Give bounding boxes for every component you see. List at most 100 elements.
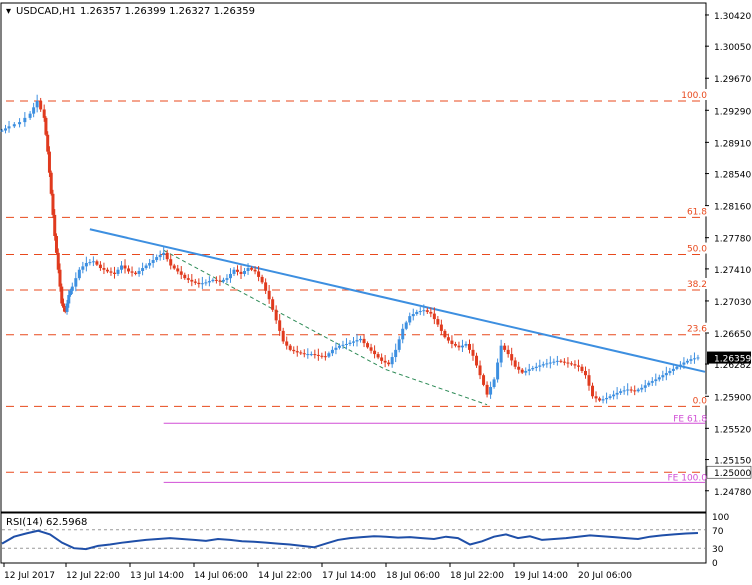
candle-body [696,357,700,359]
fib-label-bg [681,242,707,254]
candle-body [496,362,500,380]
fib-label-50.0: 50.0 [687,245,707,255]
candle-body [394,349,398,358]
candle-body [464,343,468,346]
candle-body [654,379,658,382]
candle-body [443,330,447,338]
candle-body [475,355,479,366]
candle-body [334,347,338,350]
price-tick-label: 1.24780 [714,488,751,498]
candle-body [432,313,436,320]
candle-body [327,353,331,357]
candle-body [54,235,58,253]
candle-body [573,364,577,366]
candle-body [376,354,380,358]
price-tick-label: 1.25150 [714,457,751,467]
fib-label-61.8: 61.8 [687,207,707,217]
candle-body [489,386,493,395]
candle-body [250,268,254,270]
price-tick-label: 1.25520 [714,425,751,435]
rsi-label: RSI(14) 62.5968 [6,517,87,528]
candle-body [18,122,22,125]
time-tick-label: 13 Jul 14:00 [130,571,184,581]
price-tick-label: 1.30420 [714,12,751,22]
candle-body [369,347,373,351]
candle-body [467,343,471,350]
candle-body [657,377,661,380]
header-arrow: ▾ [6,6,11,17]
price-tick-label: 1.26282 [714,361,751,371]
candle-body [422,310,426,312]
candle-body [559,360,563,362]
candle-body [517,366,521,370]
candle-body [302,353,306,355]
candle-body [127,268,131,272]
fib-label-100.0: 100.0 [681,91,707,101]
candle-body [211,279,215,282]
candle-body [56,252,60,270]
candle-body [232,269,236,274]
candle-body [591,385,595,397]
candle-body [541,364,545,366]
candle-body [67,295,71,304]
candle-body [169,259,173,266]
candle-body [576,365,580,367]
rsi-panel-frame [0,512,707,564]
candle-body [355,340,359,342]
candle-body [112,272,116,274]
candle-body [190,279,194,282]
candle-body [207,281,211,283]
candle-body [288,345,292,350]
candle-body [120,265,124,270]
candle-body [32,107,36,114]
candle-body [228,273,232,279]
candle-body [116,269,120,274]
candle-body [214,279,218,281]
candle-body [49,172,53,194]
candle-body [51,193,55,215]
candle-body [685,360,689,363]
candle-body [264,282,268,291]
candle-body [506,349,510,355]
candle-body [415,311,419,315]
candle-body [380,357,384,361]
candle-body [359,338,363,341]
price-tick-label: 1.28540 [714,171,751,181]
candle-body [436,319,440,325]
candle-body [675,366,679,369]
rsi-tick-70: 70 [712,527,724,537]
candle-body [84,262,88,267]
candle-body [580,366,584,371]
candle-body [425,310,429,312]
candle-body [316,354,320,356]
round-level-label: 1.25000 [714,469,751,479]
fe-label: FE 61.8 [673,414,707,424]
candle-body [503,345,507,350]
candle-body [176,268,180,272]
candle-body [387,362,391,365]
candle-body [91,261,95,263]
candle-body [485,384,489,395]
rsi-indicator: 100 70 30 0 [1,513,729,569]
candle-body [95,261,99,265]
candle-body [601,399,605,401]
candle-body [60,286,64,304]
time-axis: 12 Jul 2017 12 Jul 22:00 13 Jul 14:00 14 Ju… [3,563,632,581]
candle-body [141,268,145,271]
candle-body [545,363,549,365]
candle-body [53,214,57,236]
candle-body [583,370,587,376]
candle-body [692,358,696,360]
candle-body [362,338,366,344]
candle-body [344,343,348,345]
fibonacci-levels: 100.0 61.8 50.0 38.2 23.6 0.0 [6,89,707,407]
candle-body [619,391,623,393]
candle-body [450,340,454,344]
candle-body [28,113,32,118]
candle-body [404,322,408,329]
time-tick-label: 14 Jul 06:00 [194,571,248,581]
candle-body [193,281,197,283]
candle-body [62,303,66,308]
candle-body [204,282,208,284]
candle-body [411,314,415,317]
